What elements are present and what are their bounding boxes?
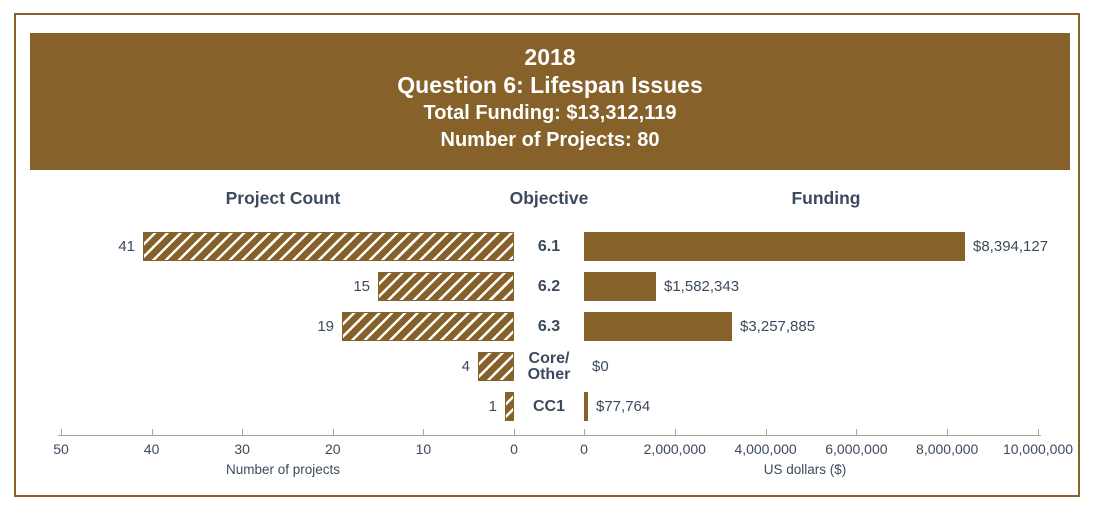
funding-bar <box>584 312 732 341</box>
axis-tick <box>765 429 767 435</box>
column-header-funding: Funding <box>791 188 861 208</box>
objective-label: 6.2 <box>537 277 561 295</box>
axis-tick <box>514 429 515 435</box>
project-count-bar <box>378 272 514 301</box>
axis-tick-label: 8,000,000 <box>916 441 979 457</box>
funding-value-label: $1,582,343 <box>664 278 740 295</box>
project-count-bar <box>143 232 514 261</box>
axis-tick <box>674 429 676 435</box>
axis-tick <box>151 429 153 435</box>
count-value-label: 41 <box>118 238 135 255</box>
objective-label: Core/ Other <box>527 349 571 383</box>
axis-tick-label: 20 <box>325 441 341 457</box>
project-count-bar <box>505 392 514 421</box>
axis-tick <box>332 429 334 435</box>
axis-tick-label: 0 <box>580 441 588 457</box>
objective-label: 6.3 <box>537 317 561 335</box>
axis-tick-label: 10,000,000 <box>1002 441 1074 457</box>
axis-tick-label: 4,000,000 <box>734 441 797 457</box>
funding-value-label: $0 <box>592 358 609 375</box>
funding-value-label: $77,764 <box>596 398 651 415</box>
axis-title-us-dollars: US dollars ($) <box>763 462 847 477</box>
axis-title-number-of-projects: Number of projects <box>225 462 341 477</box>
count-value-label: 15 <box>353 278 370 295</box>
funding-bar <box>584 272 656 301</box>
objective-label: CC1 <box>532 397 565 415</box>
funding-bar <box>584 232 965 261</box>
funding-value-label: $3,257,885 <box>740 318 816 335</box>
axis-tick <box>584 429 585 435</box>
axis-baseline <box>58 435 1041 436</box>
axis-tick-label: 50 <box>53 441 69 457</box>
column-header-project-count: Project Count <box>225 188 341 208</box>
objective-label: 6.1 <box>537 237 561 255</box>
axis-tick-label: 30 <box>234 441 250 457</box>
project-count-bar <box>478 352 514 381</box>
funding-value-label: $8,394,127 <box>973 238 1049 255</box>
header-number-of-projects: Number of Projects: 80 <box>440 129 660 151</box>
count-value-label: 19 <box>317 318 334 335</box>
axis-tick <box>423 429 425 435</box>
count-value-label: 1 <box>488 398 497 415</box>
project-count-bar <box>342 312 514 341</box>
count-value-label: 4 <box>461 358 470 375</box>
axis-tick-label: 40 <box>143 441 160 457</box>
axis-tick <box>947 429 949 435</box>
header-question-title: Question 6: Lifespan Issues <box>397 72 703 98</box>
column-header-objective: Objective <box>509 188 589 208</box>
axis-tick-label: 0 <box>510 441 518 457</box>
axis-tick-label: 6,000,000 <box>825 441 888 457</box>
axis-tick <box>61 429 62 435</box>
axis-tick <box>856 429 858 435</box>
axis-tick-label: 2,000,000 <box>643 441 706 457</box>
header-total-funding: Total Funding: $13,312,119 <box>423 102 677 124</box>
axis-tick <box>1038 429 1039 435</box>
funding-bar <box>584 392 588 421</box>
header-band: 2018 Question 6: Lifespan Issues Total F… <box>30 33 1070 170</box>
axis-tick-label: 10 <box>415 441 432 457</box>
header-year: 2018 <box>524 44 576 70</box>
axis-tick <box>242 429 244 435</box>
